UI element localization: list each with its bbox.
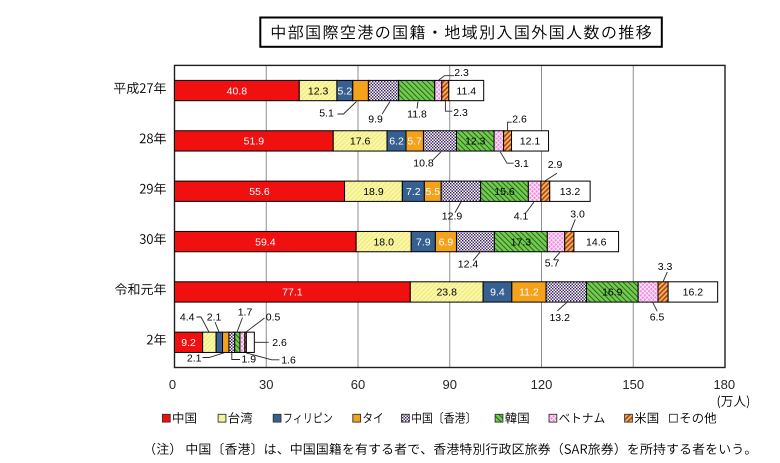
svg-text:6.5: 6.5 bbox=[650, 311, 665, 323]
svg-text:23.8: 23.8 bbox=[436, 287, 457, 299]
svg-text:1.6: 1.6 bbox=[281, 354, 296, 366]
svg-text:55.6: 55.6 bbox=[249, 186, 270, 198]
svg-text:12.9: 12.9 bbox=[442, 210, 463, 222]
svg-text:77.1: 77.1 bbox=[282, 287, 303, 299]
svg-text:90: 90 bbox=[443, 377, 457, 392]
svg-text:3.3: 3.3 bbox=[658, 261, 673, 273]
svg-text:16.2: 16.2 bbox=[683, 287, 704, 299]
svg-text:5.2: 5.2 bbox=[338, 85, 353, 97]
svg-text:4.1: 4.1 bbox=[514, 210, 529, 222]
svg-text:17.6: 17.6 bbox=[350, 136, 371, 148]
svg-text:5.5: 5.5 bbox=[425, 186, 440, 198]
svg-text:18.0: 18.0 bbox=[373, 236, 394, 248]
svg-text:11.4: 11.4 bbox=[456, 85, 476, 97]
svg-text:3.1: 3.1 bbox=[514, 158, 529, 170]
svg-text:0: 0 bbox=[169, 377, 176, 392]
svg-text:5.7: 5.7 bbox=[545, 258, 560, 270]
svg-text:2.9: 2.9 bbox=[548, 159, 563, 171]
svg-text:12.4: 12.4 bbox=[458, 258, 479, 270]
svg-text:11.8: 11.8 bbox=[407, 109, 427, 121]
svg-text:12.3: 12.3 bbox=[308, 85, 329, 97]
svg-text:12.3: 12.3 bbox=[465, 136, 486, 148]
svg-text:2.3: 2.3 bbox=[454, 67, 469, 79]
svg-text:7.9: 7.9 bbox=[416, 236, 431, 248]
svg-text:120: 120 bbox=[531, 377, 553, 392]
svg-text:6.2: 6.2 bbox=[389, 136, 404, 148]
svg-text:7.2: 7.2 bbox=[406, 186, 421, 198]
svg-text:9.2: 9.2 bbox=[181, 337, 196, 349]
svg-text:13.2: 13.2 bbox=[549, 312, 570, 324]
svg-text:10.8: 10.8 bbox=[413, 158, 434, 170]
svg-text:14.6: 14.6 bbox=[586, 236, 607, 248]
svg-text:51.9: 51.9 bbox=[244, 136, 265, 148]
svg-text:6.9: 6.9 bbox=[439, 236, 454, 248]
svg-text:16.9: 16.9 bbox=[602, 287, 623, 299]
svg-text:9.9: 9.9 bbox=[368, 113, 383, 125]
svg-text:30: 30 bbox=[259, 377, 273, 392]
svg-text:15.6: 15.6 bbox=[494, 186, 515, 198]
svg-text:9.4: 9.4 bbox=[490, 287, 505, 299]
svg-text:5.7: 5.7 bbox=[407, 136, 422, 148]
svg-text:2.1: 2.1 bbox=[207, 311, 222, 323]
svg-text:2.6: 2.6 bbox=[512, 114, 527, 126]
svg-text:2.6: 2.6 bbox=[272, 337, 287, 349]
svg-text:13.2: 13.2 bbox=[560, 186, 581, 198]
svg-text:60: 60 bbox=[351, 377, 365, 392]
svg-text:1.9: 1.9 bbox=[241, 354, 256, 366]
svg-text:5.1: 5.1 bbox=[319, 108, 334, 120]
svg-text:12.1: 12.1 bbox=[520, 136, 541, 148]
svg-text:59.4: 59.4 bbox=[255, 236, 276, 248]
svg-text:11.2: 11.2 bbox=[519, 287, 539, 299]
svg-text:180: 180 bbox=[713, 377, 735, 392]
svg-text:40.8: 40.8 bbox=[227, 85, 248, 97]
svg-text:2.3: 2.3 bbox=[453, 107, 468, 119]
svg-text:18.9: 18.9 bbox=[363, 186, 384, 198]
svg-text:2.1: 2.1 bbox=[187, 352, 202, 364]
svg-text:150: 150 bbox=[622, 377, 644, 392]
svg-text:1.7: 1.7 bbox=[238, 306, 253, 318]
svg-text:0.5: 0.5 bbox=[266, 311, 281, 323]
svg-text:17.3: 17.3 bbox=[511, 236, 532, 248]
svg-text:4.4: 4.4 bbox=[180, 311, 195, 323]
svg-text:3.0: 3.0 bbox=[570, 208, 585, 220]
